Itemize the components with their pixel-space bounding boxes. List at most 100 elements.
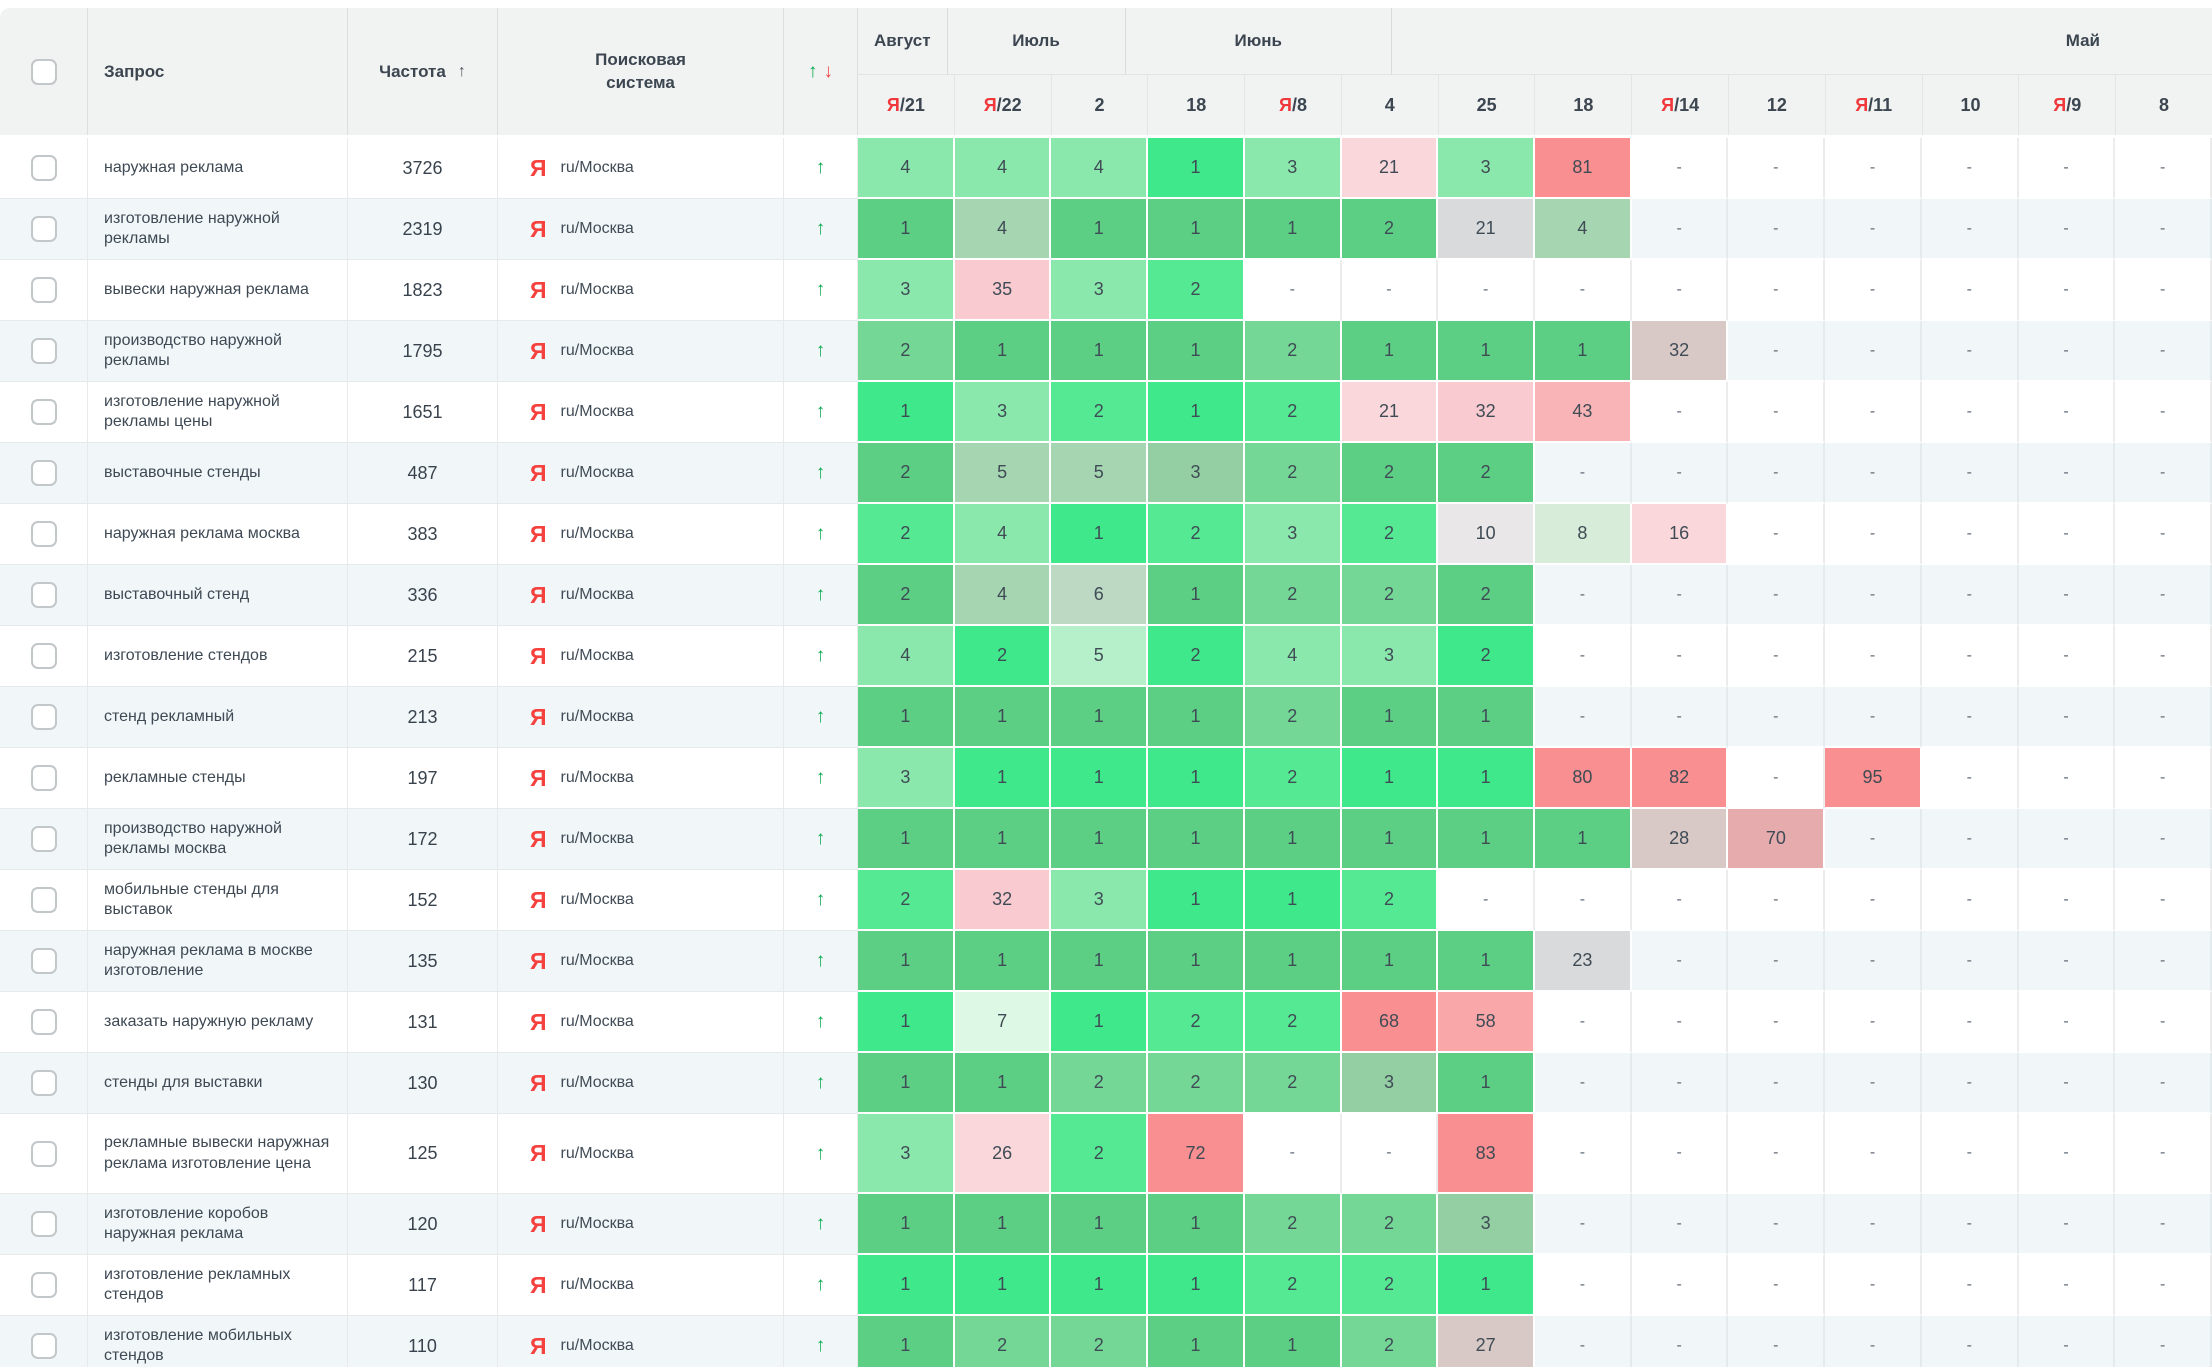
position-cell-empty[interactable]: - xyxy=(1341,1114,1439,1194)
position-cell[interactable]: 2 xyxy=(858,321,955,382)
date-column-header[interactable]: Я/14 xyxy=(1632,75,1730,135)
position-cell-empty[interactable]: - xyxy=(1535,870,1632,931)
position-cell-empty[interactable]: - xyxy=(1535,1114,1632,1194)
position-cell-empty[interactable]: - xyxy=(1825,1053,1922,1114)
position-cell[interactable]: 1 xyxy=(858,931,955,992)
position-cell[interactable]: 4 xyxy=(858,626,955,687)
query-cell[interactable]: мобильные стенды для выставок xyxy=(88,870,348,931)
position-cell-empty[interactable]: - xyxy=(1535,1255,1632,1316)
position-cell[interactable]: 1 xyxy=(1148,321,1245,382)
position-cell[interactable]: 32 xyxy=(1438,382,1536,443)
position-cell-empty[interactable]: - xyxy=(1921,504,2019,565)
position-cell-empty[interactable]: - xyxy=(2018,687,2116,748)
row-checkbox[interactable] xyxy=(30,460,57,486)
position-cell[interactable]: 4 xyxy=(954,504,1052,565)
position-cell[interactable]: 1 xyxy=(1148,931,1245,992)
position-cell-empty[interactable]: - xyxy=(2115,199,2212,260)
position-cell[interactable]: 1 xyxy=(954,321,1052,382)
position-cell[interactable]: 4 xyxy=(1535,199,1632,260)
position-cell[interactable]: 3 xyxy=(1051,260,1149,321)
position-cell[interactable]: 2 xyxy=(1051,382,1149,443)
position-cell-empty[interactable]: - xyxy=(1825,687,1922,748)
row-checkbox[interactable] xyxy=(30,643,57,669)
position-cell-empty[interactable]: - xyxy=(2018,748,2116,809)
position-cell-empty[interactable]: - xyxy=(1728,260,1826,321)
position-cell-empty[interactable]: - xyxy=(1825,321,1922,382)
position-cell[interactable]: 2 xyxy=(1051,1114,1149,1194)
position-cell[interactable]: 2 xyxy=(1244,382,1342,443)
column-header-dynamics[interactable]: ↑ ↓ xyxy=(784,8,858,135)
position-cell-empty[interactable]: - xyxy=(1631,1316,1729,1367)
position-cell[interactable]: 2 xyxy=(1438,443,1536,504)
position-cell-empty[interactable]: - xyxy=(1728,931,1826,992)
position-cell-empty[interactable]: - xyxy=(1244,1114,1342,1194)
position-cell[interactable]: 1 xyxy=(1341,809,1439,870)
row-checkbox[interactable] xyxy=(30,1070,57,1096)
position-cell[interactable]: 1 xyxy=(1148,138,1245,199)
position-cell-empty[interactable]: - xyxy=(1728,1114,1826,1194)
position-cell-empty[interactable]: - xyxy=(2115,321,2212,382)
position-cell[interactable]: 1 xyxy=(1438,1053,1536,1114)
position-cell[interactable]: 2 xyxy=(1438,626,1536,687)
position-cell-empty[interactable]: - xyxy=(1921,260,2019,321)
date-column-header[interactable]: 8 xyxy=(2116,75,2212,135)
position-cell[interactable]: 1 xyxy=(858,687,955,748)
position-cell[interactable]: 1 xyxy=(1051,931,1149,992)
position-cell-empty[interactable]: - xyxy=(2018,870,2116,931)
position-cell[interactable]: 83 xyxy=(1438,1114,1536,1194)
position-cell-empty[interactable]: - xyxy=(1825,504,1922,565)
position-cell-empty[interactable]: - xyxy=(1728,870,1826,931)
position-cell[interactable]: 1 xyxy=(1148,565,1245,626)
position-cell-empty[interactable]: - xyxy=(1921,687,2019,748)
query-cell[interactable]: наружная реклама xyxy=(88,138,348,199)
position-cell-empty[interactable]: - xyxy=(1728,138,1826,199)
position-cell-empty[interactable]: - xyxy=(1825,1316,1922,1367)
position-cell-empty[interactable]: - xyxy=(1728,626,1826,687)
position-cell[interactable]: 1 xyxy=(858,809,955,870)
position-cell[interactable]: 1 xyxy=(1148,199,1245,260)
position-cell[interactable]: 70 xyxy=(1728,809,1826,870)
position-cell[interactable]: 2 xyxy=(1244,321,1342,382)
position-cell-empty[interactable]: - xyxy=(1921,382,2019,443)
position-cell-empty[interactable]: - xyxy=(1825,992,1922,1053)
position-cell[interactable]: 2 xyxy=(858,443,955,504)
row-checkbox[interactable] xyxy=(30,887,57,913)
position-cell-empty[interactable]: - xyxy=(1921,138,2019,199)
position-cell[interactable]: 6 xyxy=(1051,565,1149,626)
position-cell-empty[interactable]: - xyxy=(1921,443,2019,504)
position-cell[interactable]: 1 xyxy=(1244,809,1342,870)
position-cell-empty[interactable]: - xyxy=(1921,870,2019,931)
position-cell-empty[interactable]: - xyxy=(1728,748,1826,809)
query-cell[interactable]: изготовление рекламных стендов xyxy=(88,1255,348,1316)
position-cell[interactable]: 1 xyxy=(1051,1255,1149,1316)
position-cell-empty[interactable]: - xyxy=(2018,199,2116,260)
position-cell-empty[interactable]: - xyxy=(1535,626,1632,687)
position-cell-empty[interactable]: - xyxy=(2018,260,2116,321)
position-cell[interactable]: 4 xyxy=(858,138,955,199)
position-cell-empty[interactable]: - xyxy=(2018,1316,2116,1367)
position-cell-empty[interactable]: - xyxy=(1728,321,1826,382)
position-cell[interactable]: 5 xyxy=(1051,626,1149,687)
date-column-header[interactable]: Я/22 xyxy=(954,75,1052,135)
query-cell[interactable]: изготовление наружной рекламы цены xyxy=(88,382,348,443)
position-cell[interactable]: 1 xyxy=(1051,321,1149,382)
date-column-header[interactable]: 4 xyxy=(1341,75,1439,135)
query-cell[interactable]: рекламные вывески наружная реклама изгот… xyxy=(88,1114,348,1194)
position-cell[interactable]: 32 xyxy=(1631,321,1729,382)
position-cell[interactable]: 1 xyxy=(858,1316,955,1367)
position-cell-empty[interactable]: - xyxy=(2115,809,2212,870)
position-cell-empty[interactable]: - xyxy=(2115,931,2212,992)
position-cell-empty[interactable]: - xyxy=(2018,809,2116,870)
position-cell-empty[interactable]: - xyxy=(2018,321,2116,382)
position-cell[interactable]: 95 xyxy=(1825,748,1922,809)
date-column-header[interactable]: 18 xyxy=(1148,75,1246,135)
position-cell[interactable]: 5 xyxy=(954,443,1052,504)
position-cell[interactable]: 4 xyxy=(954,138,1052,199)
position-cell[interactable]: 43 xyxy=(1535,382,1632,443)
position-cell[interactable]: 1 xyxy=(1244,1316,1342,1367)
position-cell[interactable]: 1 xyxy=(858,1255,955,1316)
position-cell[interactable]: 2 xyxy=(1244,565,1342,626)
position-cell[interactable]: 1 xyxy=(1341,748,1439,809)
position-cell-empty[interactable]: - xyxy=(2115,870,2212,931)
position-cell-empty[interactable]: - xyxy=(2018,138,2116,199)
